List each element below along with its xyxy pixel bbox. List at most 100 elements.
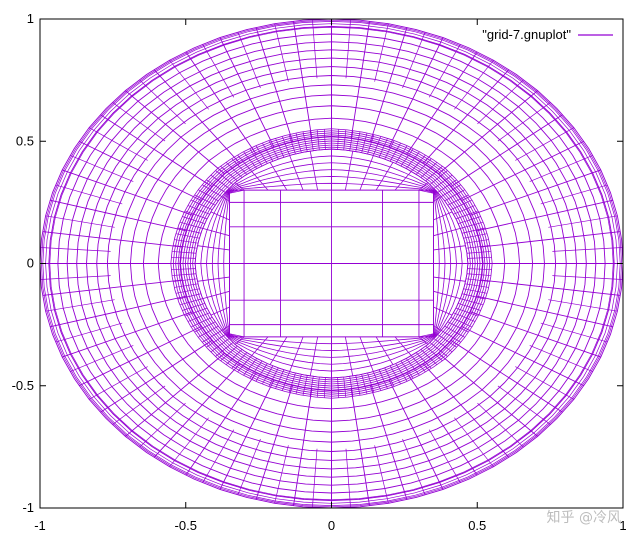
mesh-outer-subspoke-21 [55, 184, 123, 205]
mesh-outer-spoke-16 [185, 51, 257, 155]
mesh-outer-subspoke-34 [274, 445, 289, 504]
mesh-ring-spoke-97 [275, 369, 285, 389]
mesh-outer-subspoke-44 [529, 345, 594, 372]
mesh-transition-spoke-6 [394, 171, 412, 191]
mesh-series [39, 18, 624, 509]
mesh-ring-spoke-13 [444, 189, 465, 202]
mesh-outer-subspoke-1 [548, 215, 618, 228]
mesh-ring-spoke-128 [447, 321, 469, 333]
mesh-ring-spoke-38 [309, 130, 314, 151]
mesh-ring-spoke-51 [225, 162, 243, 178]
mesh-outer-spoke-40 [406, 372, 478, 476]
mesh-outer-spoke-45 [470, 311, 601, 358]
mesh-outer-subspoke-28 [88, 366, 148, 400]
mesh-outer-subspoke-46 [548, 299, 618, 312]
mesh-outer-spoke-29 [99, 340, 213, 413]
mesh-ring-spoke-98 [281, 371, 290, 391]
mesh-ring-spoke-75 [175, 288, 200, 294]
x-tick-label: 1 [619, 518, 626, 533]
mesh-ring-spoke-18 [425, 165, 443, 182]
mesh-transition-spoke-29 [309, 336, 319, 377]
mesh-ring-spoke-106 [337, 377, 340, 398]
mesh-outer-spoke-18 [125, 90, 225, 174]
mesh-ring-spoke-138 [466, 273, 492, 276]
mesh-outer-subspoke-15 [202, 44, 235, 98]
mesh-ring-spoke-12 [447, 194, 469, 206]
mesh-outer-spoke-27 [62, 311, 193, 358]
mesh-outer-subspoke-16 [169, 59, 209, 110]
mesh-outer-spoke-3 [470, 169, 601, 216]
mesh-ring-spoke-84 [201, 330, 222, 343]
mesh-ring-spoke-126 [441, 330, 462, 343]
mesh-outer-spoke-15 [219, 37, 275, 148]
mesh-outer-spoke-2 [476, 199, 614, 232]
mesh-ring-spoke-42 [281, 136, 290, 156]
mesh-ring-spoke-48 [243, 151, 258, 169]
mesh-outer-spoke-1 [481, 231, 621, 248]
mesh-ring-spoke-88 [220, 345, 238, 362]
mesh-ring-spoke-65 [175, 233, 200, 239]
mesh-outer-spoke-37 [350, 388, 370, 506]
mesh-ring-spoke-10 [453, 205, 476, 215]
mesh-outer-subspoke-23 [40, 247, 111, 252]
mesh-outer-subspoke-18 [112, 102, 166, 142]
mesh-ring-spoke-102 [309, 376, 314, 397]
mesh-ring-spoke-72 [171, 273, 197, 276]
y-axis: -1 -0.5 0 0.5 1 [12, 11, 623, 515]
mesh-ring-spoke-90 [231, 352, 248, 369]
mesh-ring-spoke-115 [389, 365, 401, 385]
mesh-ring-spoke-11 [450, 199, 473, 210]
mesh-ring-spoke-103 [316, 377, 320, 398]
mesh-outer-subspoke-42 [497, 385, 551, 425]
mesh-ring-spoke-56 [201, 184, 222, 197]
mesh-transition-spoke-11 [309, 150, 319, 191]
mesh-ring-spoke-86 [210, 338, 230, 353]
mesh-ring-spoke-29 [367, 134, 375, 155]
mesh-outer-spoke-9 [388, 37, 444, 148]
mesh-outer-subspoke-6 [477, 79, 524, 125]
mesh-ring-spoke-118 [405, 358, 420, 376]
mesh-ring-spoke-92 [243, 358, 258, 376]
mesh-ring-spoke-125 [437, 334, 457, 348]
mesh-ring-spoke-91 [237, 355, 252, 373]
mesh-outer-subspoke-38 [402, 438, 426, 496]
mesh-transition-spoke-28 [289, 336, 304, 372]
mesh-ring-spoke-120 [415, 352, 432, 369]
mesh-transition-spoke-23 [210, 306, 230, 316]
mesh-ring-spoke-31 [355, 131, 361, 152]
mesh-outer-spoke-17 [153, 69, 240, 164]
mesh-outer-spoke-47 [481, 279, 621, 296]
mesh-outer-spoke-46 [476, 295, 614, 328]
mesh-ring-spoke-64 [177, 227, 201, 234]
mesh-outer-subspoke-17 [139, 79, 186, 125]
mesh-ring-spoke-85 [206, 334, 226, 348]
mesh-outer-spoke-35 [293, 388, 313, 506]
mesh-ring-spoke-30 [361, 132, 368, 153]
mesh-ring-spoke-130 [453, 312, 476, 322]
mesh-outer-subspoke-10 [374, 23, 389, 82]
mesh-ring-spoke-134 [462, 293, 486, 300]
mesh-ring-spoke-40 [295, 132, 302, 153]
mesh-outer-subspoke-31 [169, 417, 209, 468]
mesh-ring-spoke-96 [268, 367, 279, 387]
mesh-ring-spoke-46 [255, 145, 268, 164]
x-tick-label: -1 [34, 518, 46, 533]
mesh-ring-spoke-113 [378, 369, 388, 389]
watermark: 知乎 @冷风 [547, 509, 621, 526]
mesh-outer-subspoke-5 [497, 102, 551, 142]
mesh-ring-spoke-74 [174, 283, 199, 288]
mesh-ring-spoke-54 [210, 174, 230, 189]
mesh-outer-spoke-13 [293, 21, 313, 139]
mesh-transition-spoke-9 [344, 150, 354, 191]
mesh-ring-spoke-39 [302, 131, 308, 152]
mesh-outer-subspoke-4 [515, 127, 575, 161]
mesh-outer-subspoke-35 [312, 448, 318, 508]
mesh-ring-spoke-109 [355, 375, 361, 396]
mesh-ring-spoke-6 [462, 227, 486, 234]
mesh-transition-spoke-18 [202, 228, 230, 237]
mesh-ring-spoke-22 [405, 151, 420, 169]
mesh-outer-spoke-30 [125, 353, 225, 437]
mesh-transition-spoke-5 [418, 182, 429, 191]
mesh-ring-spoke-63 [179, 221, 203, 229]
mesh-ring-spoke-79 [184, 307, 208, 317]
